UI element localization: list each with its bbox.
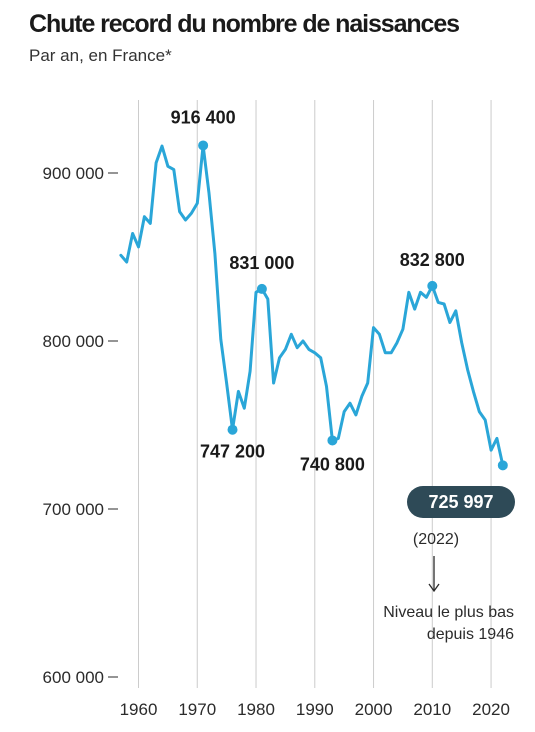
- highlight-badge: [407, 486, 515, 518]
- record-low-note: Niveau le plus bas depuis 1946: [383, 556, 514, 643]
- annotation-label: 832 800: [400, 250, 465, 270]
- annotation-dot: [227, 424, 238, 435]
- y-tick-label: 600 000: [43, 668, 104, 687]
- x-tick-label: 2020: [472, 700, 510, 719]
- grid-lines: [138, 100, 492, 688]
- note-line-1: Niveau le plus bas: [383, 604, 514, 621]
- series-line: [119, 143, 505, 467]
- births-series: [119, 143, 505, 467]
- x-tick-label: 2000: [355, 700, 393, 719]
- axis-labels: 600 000 700 000 800 000 900 000 1960 1970 1980…: [43, 164, 510, 719]
- annotation-label: 916 400: [171, 107, 236, 127]
- chart-title: Chute record du nombre de naissances: [29, 10, 460, 38]
- x-tick-label: 1980: [237, 700, 275, 719]
- highlight-dot: [497, 460, 508, 471]
- highlight-year: (2022): [413, 531, 459, 548]
- annotation-dot: [327, 435, 338, 446]
- highlight-value: 725 997: [428, 492, 493, 512]
- annotation-dot: [256, 283, 267, 294]
- x-tick-label: 1970: [178, 700, 216, 719]
- x-tick-label: 2010: [413, 700, 451, 719]
- annotation-dot: [427, 280, 438, 291]
- chart-subtitle: Par an, en France*: [29, 46, 172, 65]
- note-arrow-head: [428, 583, 440, 593]
- annotation-dot: [198, 140, 209, 151]
- y-tick-label: 800 000: [43, 332, 104, 351]
- annotation-label: 747 200: [200, 442, 265, 462]
- y-tick-label: 900 000: [43, 164, 104, 183]
- annotation-label: 831 000: [229, 253, 294, 273]
- annotations: 916 400 747 200 831 000 740 800 832 800 725 9…: [171, 107, 515, 548]
- note-line-2: depuis 1946: [427, 626, 514, 643]
- x-tick-label: 1990: [296, 700, 334, 719]
- y-tick-label: 700 000: [43, 500, 104, 519]
- annotation-label: 740 800: [300, 454, 365, 474]
- x-tick-label: 1960: [120, 700, 158, 719]
